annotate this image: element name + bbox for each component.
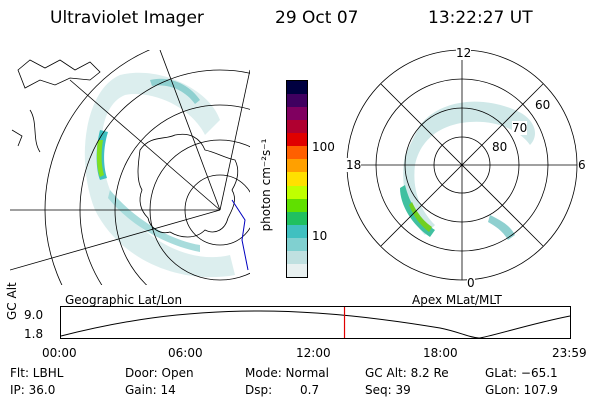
- lon-grid: [10, 50, 250, 271]
- colorbar-segment: [287, 198, 307, 212]
- colorbar-tick-100: 100: [312, 140, 335, 154]
- altitude-timeline: [60, 306, 571, 339]
- mode-status: Mode: Normal: [245, 366, 329, 380]
- colorbar-tick-10: 10: [312, 229, 328, 243]
- colorbar-segment: [287, 211, 307, 225]
- right-map-label: Apex MLat/MLT: [412, 293, 502, 307]
- mlt-grid: [347, 50, 577, 280]
- colorbar-segment: [287, 224, 307, 238]
- aurora-oval-region: [84, 72, 235, 278]
- instrument-title: Ultraviolet Imager: [50, 8, 204, 28]
- dsp-label: Dsp:: [245, 383, 273, 397]
- altitude-curve: [60, 310, 571, 339]
- antarctica-coast: [137, 133, 239, 238]
- geo-longitude: GLon: 107.9: [485, 383, 558, 397]
- timeline-tick-4: 23:59: [552, 346, 587, 360]
- filter-status: Flt: LBHL: [10, 366, 64, 380]
- observation-date: 29 Oct 07: [275, 8, 359, 28]
- colorbar-segment: [287, 250, 307, 264]
- colorbar-segment: [287, 146, 307, 160]
- colorbar-segment: [287, 237, 307, 251]
- left-map-label: Geographic Lat/Lon: [65, 293, 183, 307]
- timeline-ymax: 9.0: [24, 308, 44, 322]
- timeline-tick-1: 06:00: [168, 346, 203, 360]
- geographic-map: [10, 50, 250, 285]
- geo-latitude: GLat: −65.1: [485, 366, 558, 380]
- gain-value: Gain: 14: [125, 383, 176, 397]
- colorbar: [286, 80, 308, 278]
- magnetic-polar-plot: [346, 49, 578, 281]
- colorbar-segment: [287, 172, 307, 186]
- timeline-tick-2: 12:00: [296, 346, 331, 360]
- colorbar-segment: [287, 120, 307, 134]
- dsp-value: 0.7: [300, 383, 320, 397]
- colorbar-label: photon cm⁻²s⁻¹: [259, 138, 273, 232]
- observation-time: 13:22:27 UT: [428, 8, 533, 28]
- sequence-number: Seq: 39: [365, 383, 411, 397]
- timeline-ylabel: GC Alt: [5, 282, 19, 320]
- colorbar-segment: [287, 107, 307, 121]
- mlt-label-6: 6: [578, 158, 586, 172]
- mlt-label-18: 18: [346, 158, 362, 172]
- colorbar-segment: [287, 81, 307, 95]
- ip-value: IP: 36.0: [10, 383, 56, 397]
- mlt-label-0: 0: [467, 276, 475, 290]
- mlat-label-70: 70: [512, 121, 528, 135]
- timeline-tick-0: 00:00: [42, 346, 77, 360]
- timeline-ymin: 1.8: [24, 327, 44, 341]
- colorbar-segment: [287, 159, 307, 173]
- mlat-label-60: 60: [535, 98, 551, 112]
- gc-altitude: GC Alt: 8.2 Re: [365, 366, 449, 380]
- colorbar-segment: [287, 133, 307, 147]
- colorbar-segment: [287, 185, 307, 199]
- mlat-label-80: 80: [492, 140, 508, 154]
- timeline-tick-3: 18:00: [423, 346, 458, 360]
- colorbar-segment: [287, 263, 307, 277]
- mlt-label-12: 12: [456, 46, 472, 60]
- door-status: Door: Open: [125, 366, 194, 380]
- colorbar-segment: [287, 94, 307, 108]
- coastline: [17, 59, 101, 89]
